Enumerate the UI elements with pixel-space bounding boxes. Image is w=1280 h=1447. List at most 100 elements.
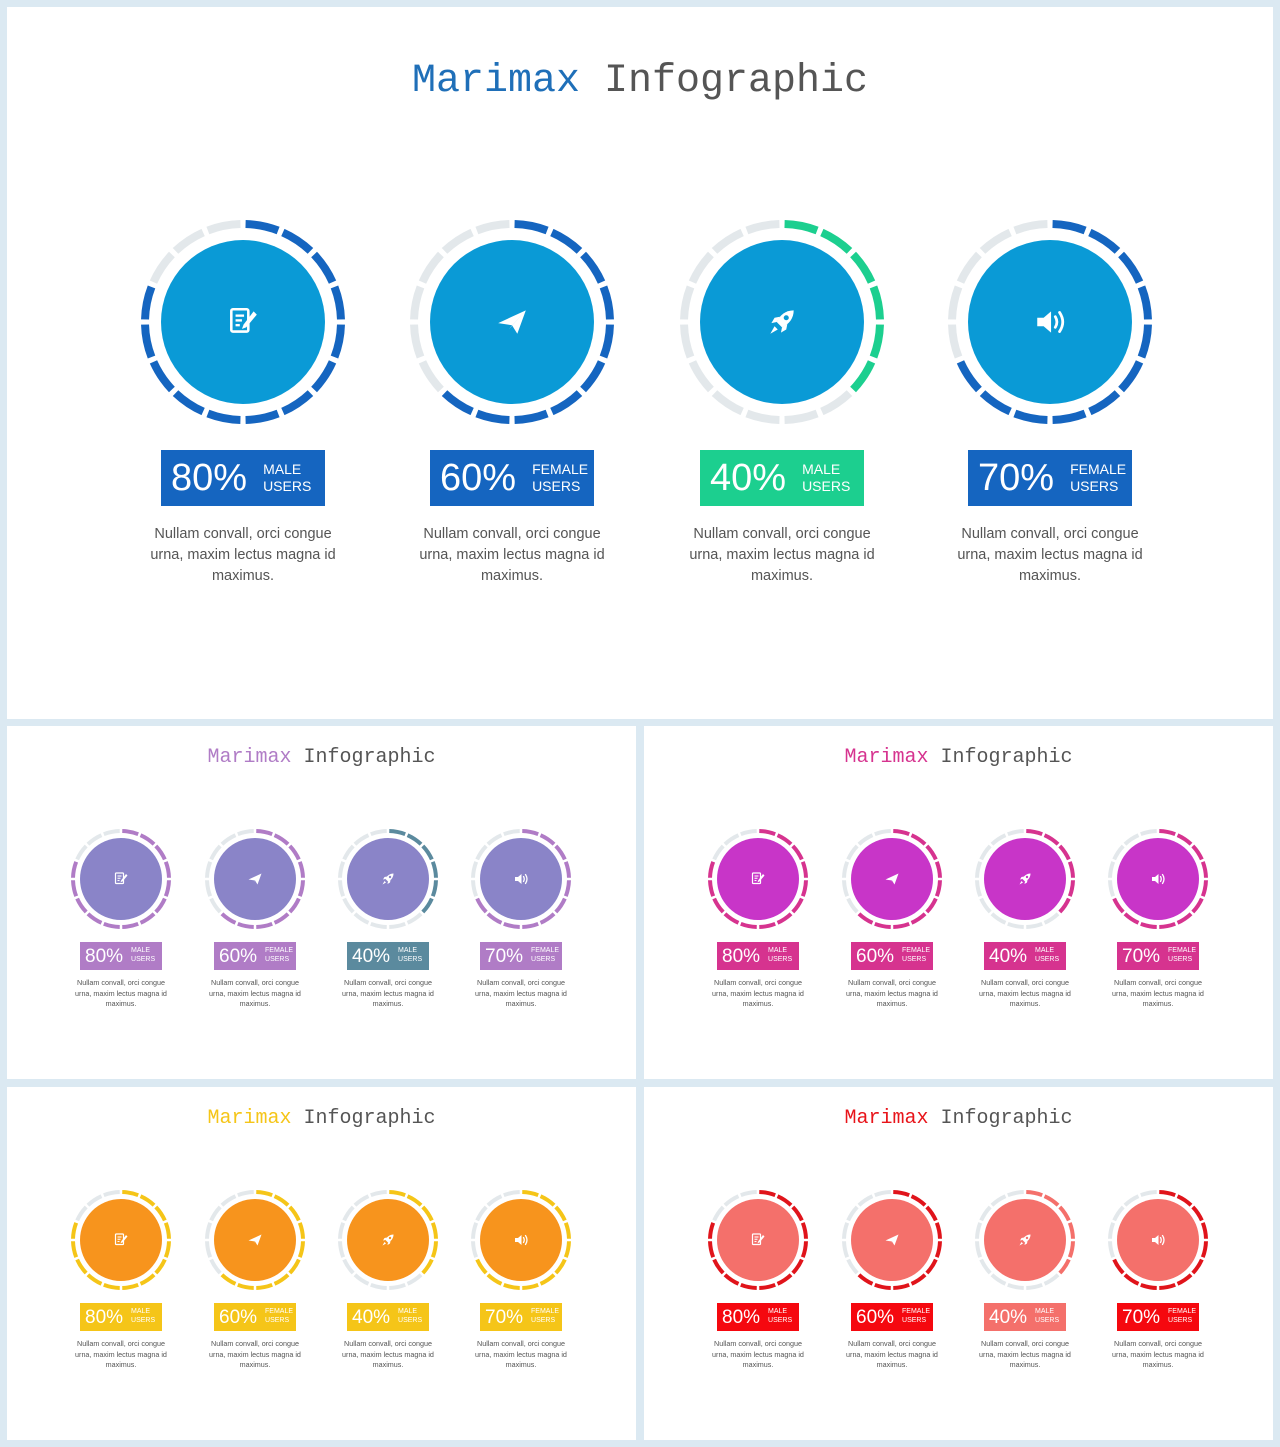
stat-label-line2: USERS: [398, 956, 423, 963]
description-line: maximus.: [876, 999, 908, 1008]
stat-label: FEMALE USERS: [902, 947, 930, 965]
description-line: maximus.: [211, 568, 275, 584]
stat-label: MALE USERS: [802, 461, 850, 496]
stat-percent: 40%: [710, 457, 787, 499]
description-line: urna, maxim lectus magna id: [979, 988, 1071, 998]
description-line: Nullam convall, orci congue: [1114, 1339, 1202, 1348]
stat-badge: 60% FEMALE USERS: [214, 1303, 296, 1331]
slide-title: Marimax Infographic: [7, 59, 1273, 104]
stat-percent: 60%: [440, 457, 517, 499]
description-line: Nullam convall, orci congue: [477, 978, 565, 987]
description: Nullam convall, orci congue urna, maxim l…: [397, 524, 627, 587]
stat-label-line1: FEMALE: [902, 947, 931, 955]
stat-label-line1: MALE: [398, 947, 418, 955]
stat-percent: 40%: [989, 1306, 1028, 1328]
title-brand: Marimax: [411, 59, 580, 104]
stat-label-line2: USERS: [1035, 956, 1060, 963]
stat-percent: 40%: [989, 945, 1028, 967]
stat-label: MALE USERS: [1035, 1308, 1059, 1326]
stat-percent: 40%: [352, 1306, 391, 1328]
description: Nullam convall, orci congue urna, maxim l…: [835, 1339, 950, 1371]
description-line: urna, maxim lectus magna id: [475, 988, 567, 998]
speaker-icon: [513, 1232, 529, 1248]
stat-label-line2: USERS: [1035, 1317, 1060, 1324]
document-edit-icon: [750, 1232, 766, 1248]
slide-1: Marimax Infographic 80% MALE USERS Nullam co…: [7, 7, 1273, 719]
stat-label-line2: USERS: [768, 1317, 793, 1324]
stat-label-line1: FEMALE: [902, 1308, 931, 1316]
description-line: maximus.: [239, 999, 271, 1008]
stat-label: FEMALE USERS: [531, 1308, 559, 1326]
description-line: Nullam convall, orci congue: [477, 1339, 565, 1348]
description: Nullam convall, orci congue urna, maxim l…: [331, 978, 446, 1010]
stat-label-line1: MALE: [768, 1308, 788, 1316]
stat-label-line2: USERS: [1070, 478, 1119, 494]
stat-label-line1: MALE: [768, 947, 788, 955]
rocket-icon: [1017, 1232, 1033, 1248]
description: Nullam convall, orci congue urna, maxim l…: [1101, 978, 1216, 1010]
description: Nullam convall, orci congue urna, maxim l…: [128, 524, 358, 587]
progress-ring: [706, 827, 810, 931]
stat-label: FEMALE USERS: [265, 947, 293, 965]
description-line: Nullam convall, orci congue: [154, 526, 332, 542]
stat-label-line1: MALE: [1035, 947, 1055, 955]
stat-label-line1: FEMALE: [531, 1308, 560, 1316]
stat-label-line1: FEMALE: [1168, 1308, 1197, 1316]
description: Nullam convall, orci congue urna, maxim l…: [64, 1339, 179, 1371]
slide-title: Marimax Infographic: [644, 746, 1273, 769]
description-line: urna, maxim lectus magna id: [846, 988, 938, 998]
title-brand: Marimax: [207, 746, 292, 769]
stat-badge: 70% FEMALE USERS: [1117, 1303, 1199, 1331]
description-line: maximus.: [105, 1360, 137, 1369]
stat-badge: 40% MALE USERS: [984, 942, 1066, 970]
description-line: Nullam convall, orci congue: [848, 1339, 936, 1348]
description-line: maximus.: [1018, 568, 1082, 584]
stat-label-line2: USERS: [131, 956, 156, 963]
stat-label-line2: USERS: [263, 478, 312, 494]
stat-label-line2: USERS: [902, 1317, 927, 1324]
stat-label: FEMALE USERS: [531, 947, 559, 965]
progress-ring: [706, 1188, 810, 1292]
document-edit-icon: [750, 871, 766, 887]
stat-label: MALE USERS: [131, 947, 155, 965]
description-line: maximus.: [372, 1360, 404, 1369]
description-line: Nullam convall, orci congue: [77, 978, 165, 987]
stat-percent: 80%: [722, 945, 761, 967]
description-line: urna, maxim lectus magna id: [75, 988, 167, 998]
slide-3: Marimax Infographic 80% MALE USERS Nullam co…: [644, 726, 1273, 1079]
stat-badge: 70% FEMALE USERS: [968, 450, 1132, 506]
stat-percent: 70%: [978, 457, 1055, 499]
title-rest: Infographic: [940, 1107, 1073, 1130]
stat-badge: 60% FEMALE USERS: [851, 942, 933, 970]
description-line: maximus.: [505, 1360, 537, 1369]
description: Nullam convall, orci congue urna, maxim l…: [968, 978, 1083, 1010]
speaker-icon: [1150, 871, 1166, 887]
description-line: urna, maxim lectus magna id: [979, 1349, 1071, 1359]
stat-label-line2: USERS: [531, 956, 556, 963]
description-line: Nullam convall, orci congue: [344, 978, 432, 987]
description-line: Nullam convall, orci congue: [981, 1339, 1069, 1348]
description-line: urna, maxim lectus magna id: [342, 1349, 434, 1359]
description-line: Nullam convall, orci congue: [848, 978, 936, 987]
stat-label-line1: FEMALE: [1168, 947, 1197, 955]
description-line: urna, maxim lectus magna id: [712, 988, 804, 998]
stat-label: MALE USERS: [768, 947, 792, 965]
description-line: Nullam convall, orci congue: [693, 526, 871, 542]
stat-label-line2: USERS: [265, 1317, 290, 1324]
stat-percent: 70%: [1122, 945, 1161, 967]
stat-label-line2: USERS: [532, 478, 581, 494]
description: Nullam convall, orci congue urna, maxim l…: [968, 1339, 1083, 1371]
stat-label-line1: FEMALE: [265, 947, 294, 955]
stat-label-line1: FEMALE: [1070, 460, 1127, 477]
stat-percent: 80%: [722, 1306, 761, 1328]
stat-label-line1: FEMALE: [532, 460, 589, 477]
stat-label-line1: MALE: [263, 460, 302, 477]
description-line: urna, maxim lectus magna id: [1112, 1349, 1204, 1359]
stat-label-line2: USERS: [398, 1317, 423, 1324]
stat-label-line2: USERS: [265, 956, 290, 963]
description-line: maximus.: [1142, 999, 1174, 1008]
stat-badge: 60% FEMALE USERS: [851, 1303, 933, 1331]
description-line: Nullam convall, orci congue: [77, 1339, 165, 1348]
title-brand: Marimax: [844, 1107, 929, 1130]
description-line: urna, maxim lectus magna id: [957, 547, 1143, 563]
